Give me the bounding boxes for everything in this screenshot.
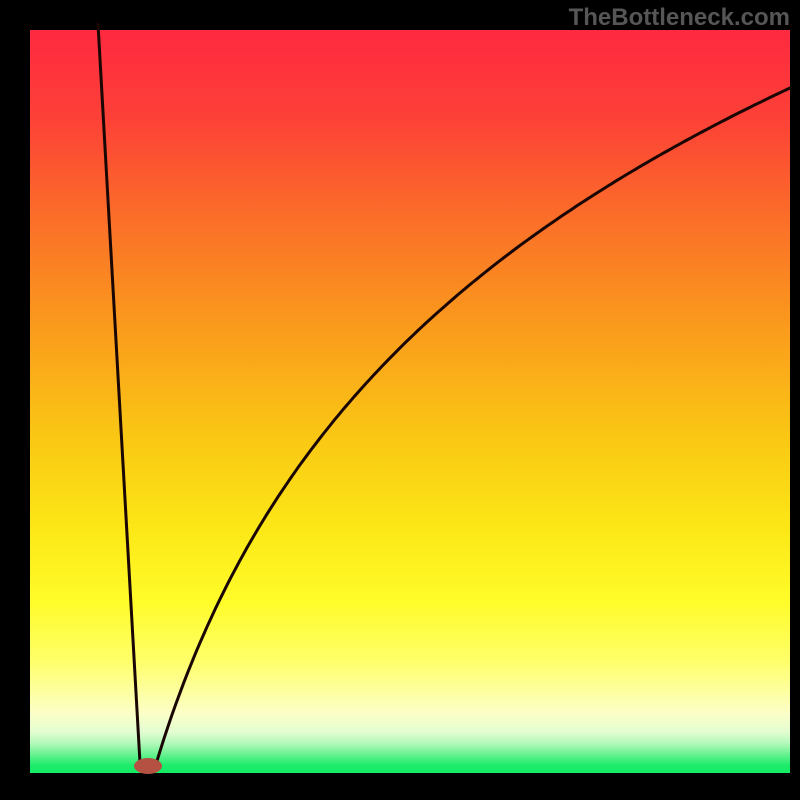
watermark-text: TheBottleneck.com [569, 4, 790, 32]
bottleneck-chart [0, 0, 800, 800]
optimal-point-marker [134, 758, 162, 774]
chart-container: TheBottleneck.com [0, 0, 800, 800]
